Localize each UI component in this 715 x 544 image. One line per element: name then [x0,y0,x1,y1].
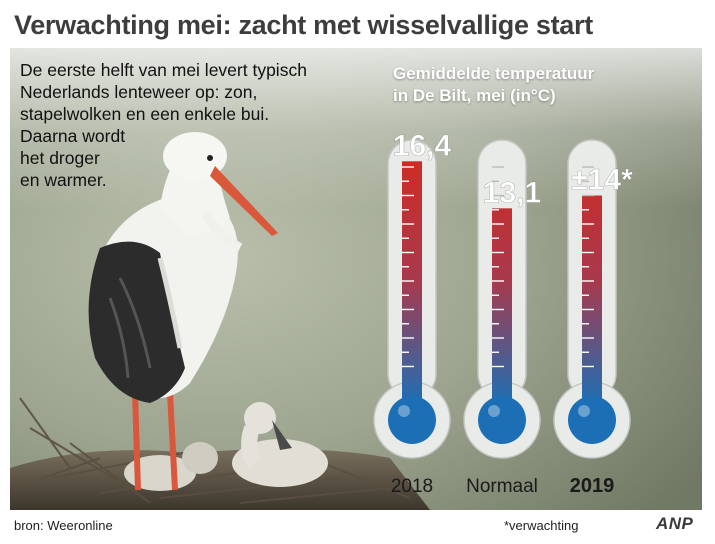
anp-logo: ANP [656,514,694,533]
thermometer-bulb [568,396,616,444]
thermometer-2019 [553,139,631,459]
chart-title-line: Gemiddelde temperatuur [393,64,595,83]
intro-line: en warmer. [20,170,107,190]
thermometer-2018 [373,139,451,459]
bulb-highlight [578,405,590,417]
thermometer-normaal [463,139,541,459]
thermometer-bulb [478,396,526,444]
data-label: ±14* [571,164,633,197]
intro-text: De eerste helft van mei levert typisch N… [20,59,370,191]
intro-line: Nederlands lenteweer op: zon, [20,82,258,102]
footnote-text: *verwachting [504,518,579,533]
intro-line: het droger [20,148,100,168]
data-label: 16,4 [393,129,452,162]
source-text: bron: Weeronline [14,518,113,533]
bulb-highlight [488,405,500,417]
chart-title: Gemiddelde temperatuur in De Bilt, mei (… [393,63,594,107]
bulb-highlight [398,405,410,417]
intro-line: De eerste helft van mei levert typisch [20,60,307,80]
category-label: 2018 [391,476,433,497]
page-title: Verwachting mei: zacht met wisselvallige… [14,10,593,40]
data-label: 13,1 [483,176,541,209]
bar [492,208,512,420]
intro-line: Daarna wordt [20,126,126,146]
intro-line: stapelwolken en een enkele bui. [20,104,270,124]
chart-title-line: in De Bilt, mei (in°C) [393,86,556,105]
bar [582,195,602,420]
category-label: 2019 [570,475,615,497]
bar [402,161,422,421]
thermometer-bulb [388,396,436,444]
category-label: Normaal [466,476,538,497]
